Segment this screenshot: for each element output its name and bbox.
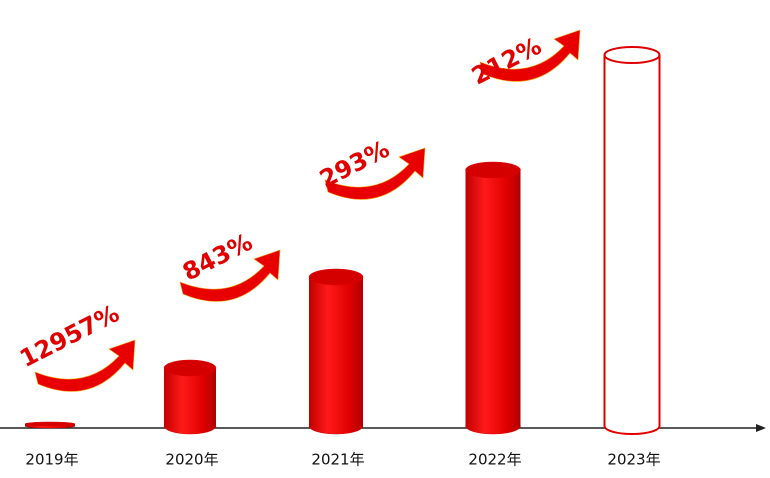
growth-arrow	[479, 29, 581, 82]
bar-top	[308, 268, 364, 286]
x-tick-label: 2019年	[25, 451, 78, 469]
bar-top	[24, 421, 76, 427]
bar-top	[603, 46, 661, 64]
x-tick-label: 2022年	[468, 451, 521, 469]
x-axis-arrow	[756, 424, 766, 432]
bar-top	[465, 161, 521, 179]
bar	[309, 277, 363, 426]
x-tick-label: 2021年	[311, 451, 364, 469]
x-tick-label: 2023年	[607, 451, 660, 469]
growth-arrow	[34, 339, 136, 392]
growth-label: 12957%	[15, 299, 124, 373]
growth-label: 212%	[467, 32, 546, 91]
bar-top	[163, 359, 217, 377]
bar	[604, 55, 660, 426]
growth-label: 843%	[178, 228, 257, 287]
bar	[465, 170, 521, 426]
growth-arrow	[324, 147, 426, 200]
x-tick-label: 2020年	[165, 451, 218, 469]
growth-arrow	[179, 249, 281, 302]
bar	[164, 368, 216, 426]
